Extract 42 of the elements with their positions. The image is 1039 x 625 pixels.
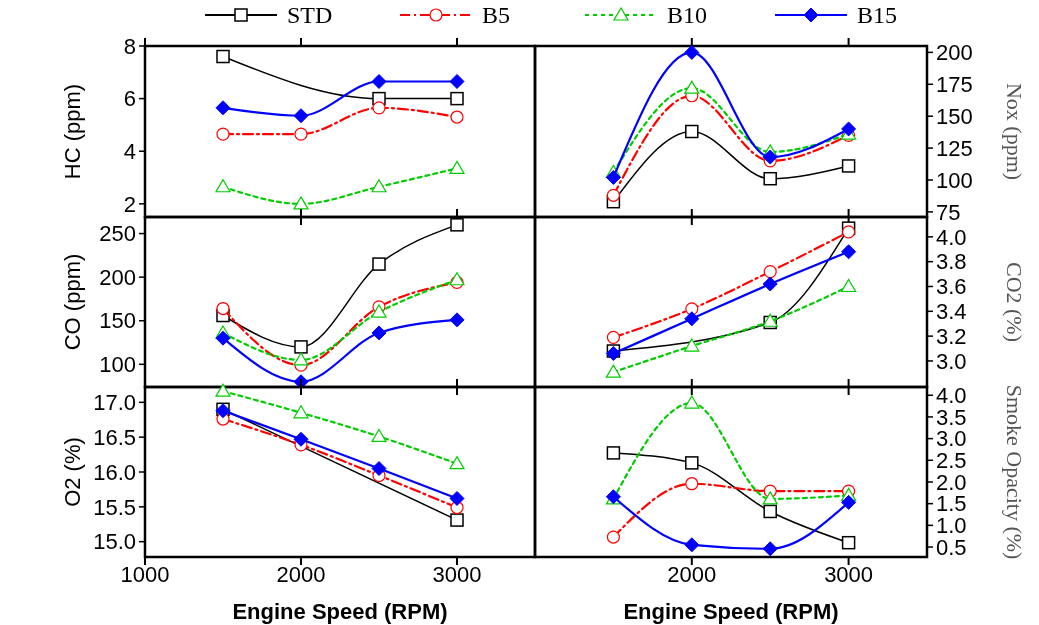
y-tick-label: 3.4 xyxy=(936,299,967,325)
y-tick-label: 3.2 xyxy=(936,323,967,349)
y-axis-title: O2 (%) xyxy=(60,437,85,507)
y-tick-label: 150 xyxy=(99,308,136,334)
y-tick-label: 150 xyxy=(936,103,973,129)
legend-label: B5 xyxy=(482,2,511,29)
x-tick-label: 2000 xyxy=(667,562,717,587)
y-tick-label: 4 xyxy=(123,138,136,164)
y-tick-label: 100 xyxy=(99,352,136,378)
y-tick-label: 8 xyxy=(123,33,136,59)
y-tick-label: 17.0 xyxy=(93,390,136,416)
y-tick-label: 175 xyxy=(936,71,973,97)
y-tick-label: 75 xyxy=(936,199,961,225)
y-tick-label: 15.0 xyxy=(93,529,136,555)
y-tick-label: 250 xyxy=(99,221,136,247)
x-axis-title: Engine Speed (RPM) xyxy=(623,599,839,624)
x-tick-label: 2000 xyxy=(276,562,326,587)
y-tick-label: 200 xyxy=(936,40,973,66)
y-tick-label: 125 xyxy=(936,135,973,161)
y-tick-label: 6 xyxy=(123,86,136,112)
y-tick-label: 3.0 xyxy=(936,348,967,374)
x-tick-label: 1000 xyxy=(120,562,170,587)
y-tick-label: 3.8 xyxy=(936,249,967,275)
x-axis-title: Engine Speed (RPM) xyxy=(232,599,448,624)
legend-label: B10 xyxy=(667,2,708,29)
y-axis-title: CO2 (%) xyxy=(1002,261,1027,343)
legend-label: B15 xyxy=(857,2,898,29)
y-tick-label: 16.0 xyxy=(93,459,136,485)
x-tick-label: 3000 xyxy=(824,562,874,587)
y-tick-label: 4.0 xyxy=(936,224,967,250)
y-axis-title: Smoke Opacity (%) xyxy=(1002,384,1027,560)
y-tick-label: 16.5 xyxy=(93,424,136,450)
legend-label: STD xyxy=(287,2,333,29)
y-axis-title: CO (ppm) xyxy=(60,253,85,351)
y-tick-label: 2 xyxy=(123,191,136,217)
y-tick-label: 3.6 xyxy=(936,274,967,300)
y-axis-title: HC (ppm) xyxy=(60,83,85,180)
x-tick-label: 3000 xyxy=(432,562,482,587)
y-tick-label: 100 xyxy=(936,167,973,193)
y-tick-label: 200 xyxy=(99,264,136,290)
y-tick-label: 15.5 xyxy=(93,494,136,520)
y-axis-title: Nox (ppm) xyxy=(1002,82,1027,181)
